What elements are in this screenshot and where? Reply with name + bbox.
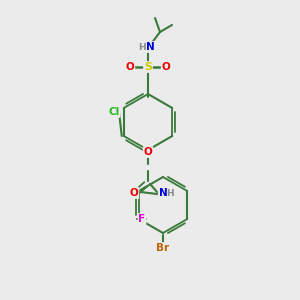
Text: H: H: [138, 43, 146, 52]
Text: Cl: Cl: [108, 107, 120, 117]
Text: O: O: [144, 147, 152, 157]
Text: O: O: [126, 62, 134, 72]
Text: H: H: [166, 188, 174, 197]
Text: O: O: [130, 188, 138, 198]
Text: N: N: [159, 188, 167, 198]
Text: S: S: [144, 62, 152, 72]
Text: N: N: [146, 42, 154, 52]
Text: F: F: [138, 214, 146, 224]
Text: Br: Br: [156, 243, 170, 253]
Text: O: O: [162, 62, 170, 72]
